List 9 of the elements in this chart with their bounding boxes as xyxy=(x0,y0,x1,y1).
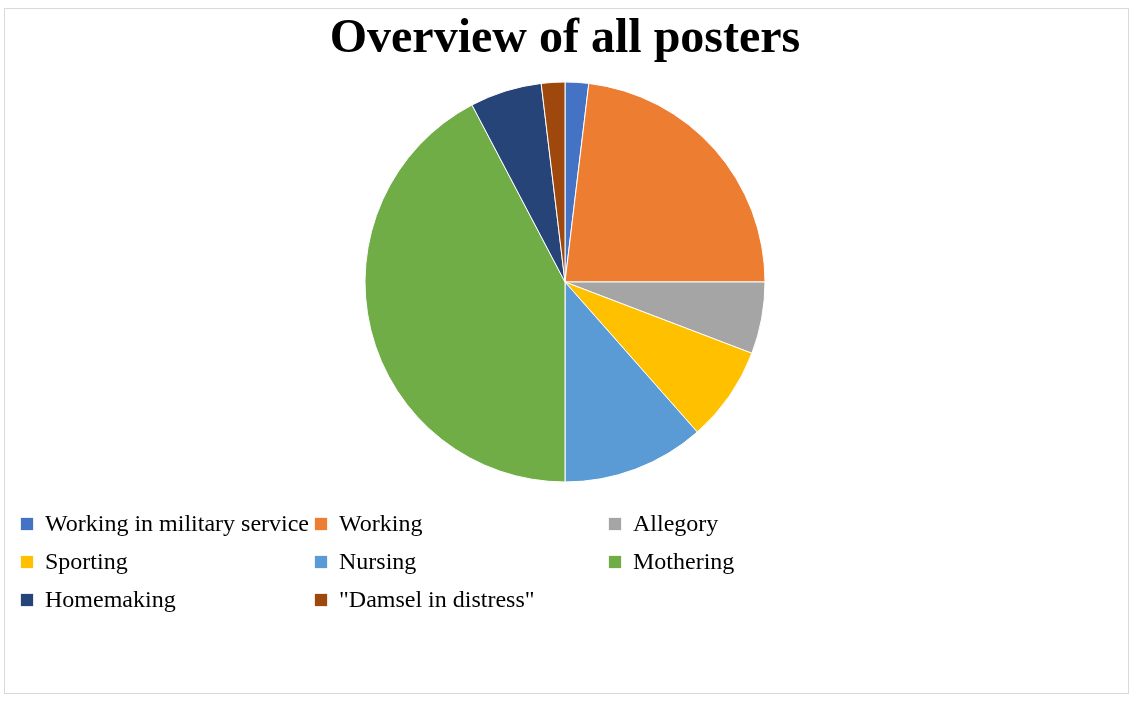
legend-label: Homemaking xyxy=(45,586,176,612)
legend-label: "Damsel in distress" xyxy=(339,586,535,612)
legend-label: Sporting xyxy=(45,548,128,574)
chart-title: Overview of all posters xyxy=(329,9,801,62)
legend-label: Nursing xyxy=(339,548,417,574)
legend-label: Mothering xyxy=(633,548,735,574)
legend-label: Working xyxy=(339,510,423,536)
legend-label: Working in military service xyxy=(45,510,309,536)
legend-label: Allegory xyxy=(633,510,719,536)
